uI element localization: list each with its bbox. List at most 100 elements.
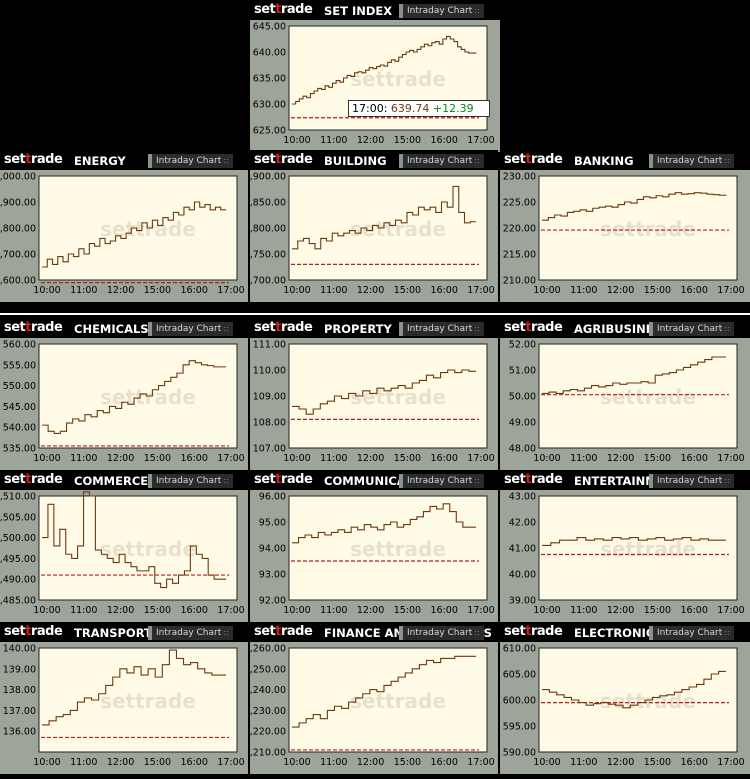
intraday-chart-button[interactable]: Intraday Chart:: [649,322,734,336]
y-tick-label: 2,485.00 [0,596,36,607]
x-tick-label: 16:00 [681,757,708,768]
intraday-chart-button[interactable]: Intraday Chart:: [399,154,484,168]
x-tick-label: 17:00 [467,757,494,768]
plot-area [288,647,488,753]
x-tick-label: 15:00 [644,605,671,616]
plot-area [538,343,738,449]
y-tick-label: 2,490.00 [0,575,36,586]
y-tick-label: 600.00 [503,696,536,707]
chart-panel-set-index: settrade SET INDEX Intraday Chart:: settrad… [250,0,500,152]
y-tick-label: 109.00 [253,392,286,403]
x-tick-label: 17:00 [717,605,744,616]
y-tick-label: 2,505.00 [0,512,36,523]
x-tick-label: 10:00 [533,757,560,768]
x-tick-label: 11:00 [70,285,97,296]
chart-panel-entertainment: settrade ENTERTAINMENT Intraday Chart:: set… [500,470,750,622]
chart-panel-building: settrade BUILDING Intraday Chart:: settrade… [250,150,498,302]
x-tick-label: 15:00 [144,757,171,768]
x-tick-label: 12:00 [607,285,634,296]
watermark: settrade [350,67,446,91]
intraday-chart-button[interactable]: Intraday Chart:: [148,322,233,336]
x-tick-label: 16:00 [431,135,458,146]
x-tick-label: 10:00 [33,453,60,464]
x-tick-label: 10:00 [283,135,310,146]
x-tick-label: 11:00 [570,605,597,616]
settrade-logo: settrade [504,152,563,167]
x-tick-label: 15:00 [394,135,421,146]
watermark: settrade [350,537,446,561]
x-tick-label: 16:00 [181,605,208,616]
intraday-chart-button[interactable]: Intraday Chart:: [148,626,233,640]
intraday-chart-button[interactable]: Intraday Chart:: [399,4,484,18]
x-tick-label: 17:00 [467,453,494,464]
line-chart: settrade 92.00 93.00 94.00 95.00 96.00 10:00 11… [259,492,495,617]
intraday-chart-button[interactable]: Intraday Chart:: [649,626,734,640]
line-chart: settrade 48.00 49.00 50.00 51.00 52.00 10:00 11… [509,340,745,465]
x-tick-label: 10:00 [283,757,310,768]
intraday-chart-button[interactable]: Intraday Chart:: [148,154,233,168]
chart-title: BUILDING [324,154,387,168]
x-tick-label: 16:00 [681,605,708,616]
series-line [292,35,477,105]
watermark: settrade [100,217,196,241]
x-tick-label: 17:00 [717,453,744,464]
chart-header: settrade COMMERCE Intraday Chart:: [0,470,248,490]
series-line [42,360,226,434]
y-tick-label: 6,700.00 [250,276,286,287]
y-tick-label: 6,750.00 [250,250,286,261]
chart-title: ELECTRONIC [574,626,655,640]
plot-area [538,495,738,601]
intraday-chart-button[interactable]: Intraday Chart:: [649,154,734,168]
intraday-chart-button[interactable]: Intraday Chart:: [649,474,734,488]
series-line [292,655,476,728]
chart-panel-transportation: settrade TRANSPORTATION Intraday Chart:: se… [0,622,248,774]
chart-panel-communication: settrade COMMUNICATION Intraday Chart:: set… [250,470,498,622]
y-tick-label: 1,210.00 [250,748,286,759]
intraday-chart-button[interactable]: Intraday Chart:: [399,474,484,488]
x-tick-label: 10:00 [283,453,310,464]
plot-area [38,647,238,753]
x-tick-label: 16:00 [431,285,458,296]
intraday-chart-button[interactable]: Intraday Chart:: [148,474,233,488]
settrade-logo: settrade [4,320,63,335]
y-tick-label: 610.00 [503,644,536,655]
y-tick-label: 50.00 [509,392,536,403]
settrade-logo: settrade [254,624,313,639]
line-chart: settrade 39.00 40.00 41.00 42.00 43.00 10:00 11… [509,492,745,617]
plot-area [288,495,488,601]
chart-title: CHEMICALS [74,322,149,336]
y-tick-label: 52.00 [509,340,536,351]
y-tick-label: 1,230.00 [250,706,286,717]
y-tick-label: 1,260.00 [250,644,286,655]
watermark: settrade [600,689,696,713]
x-tick-label: 15:00 [394,605,421,616]
x-tick-label: 12:00 [357,285,384,296]
intraday-chart-button[interactable]: Intraday Chart:: [399,626,484,640]
plot-area [38,175,238,281]
x-tick-label: 11:00 [320,757,347,768]
y-tick-label: 605.00 [503,670,536,681]
intraday-chart-button[interactable]: Intraday Chart:: [399,322,484,336]
x-tick-label: 15:00 [394,453,421,464]
x-tick-label: 11:00 [70,757,97,768]
settrade-logo: settrade [254,2,313,17]
y-tick-label: 225.00 [503,198,536,209]
y-tick-label: 590.00 [503,748,536,759]
plot-area [288,343,488,449]
series-line [542,670,726,709]
x-tick-label: 15:00 [644,757,671,768]
series-line [42,201,226,268]
x-tick-label: 10:00 [283,285,310,296]
watermark: settrade [600,537,696,561]
y-tick-label: 640.00 [253,48,286,59]
x-tick-label: 10:00 [533,453,560,464]
y-tick-label: 10,700.00 [0,250,36,261]
settrade-logo: settrade [4,624,63,639]
chart-header: settrade TRANSPORTATION Intraday Chart:: [0,622,248,642]
x-tick-label: 10:00 [533,605,560,616]
y-tick-label: 96.00 [259,492,286,503]
y-tick-label: 535.00 [3,444,36,455]
x-tick-label: 11:00 [570,757,597,768]
y-tick-label: 111.00 [253,340,286,351]
x-tick-label: 16:00 [681,285,708,296]
